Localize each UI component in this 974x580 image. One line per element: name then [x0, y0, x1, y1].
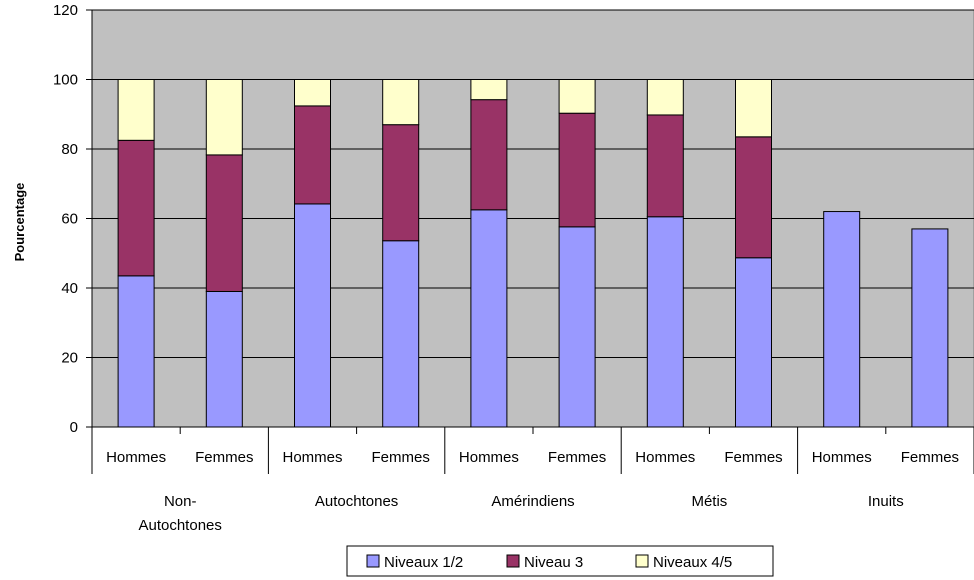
bar-niveau-3-5	[558, 112, 596, 228]
bar-niveaux-1-2-3	[382, 240, 420, 428]
bar-niveaux-1-2-0	[117, 275, 155, 428]
bar-niveaux-1-2-6	[646, 216, 684, 428]
bar-niveau-3-0	[117, 139, 155, 277]
x-group-label-line: Non-	[164, 493, 197, 510]
bar-niveaux-4-5-0	[117, 79, 155, 141]
bar-niveaux-4-5-6	[646, 79, 684, 116]
legend-label: Niveaux 4/5	[653, 554, 732, 571]
legend-swatch	[366, 554, 380, 568]
bar-niveaux-4-5-1	[205, 79, 243, 156]
bar-niveaux-1-2-2	[294, 203, 331, 428]
y-tick-label: 20	[61, 350, 78, 367]
bar-niveaux-4-5-7	[735, 79, 772, 138]
x-group-label: Métis	[691, 493, 727, 510]
x-category-label: Hommes	[635, 449, 695, 466]
x-category-label: Femmes	[195, 449, 253, 466]
x-group-label-line: Métis	[691, 493, 727, 510]
y-axis-label: Pourcentage	[12, 183, 27, 262]
x-category-label: Hommes	[459, 449, 519, 466]
x-category-label: Femmes	[372, 449, 430, 466]
bar-niveau-3-7	[735, 136, 772, 259]
legend-box	[346, 545, 774, 577]
bars	[117, 79, 949, 428]
legend-label: Niveaux 1/2	[384, 554, 463, 571]
bar-niveau-3-2	[294, 105, 331, 205]
axes	[86, 9, 974, 474]
y-tick-labels: 0 20 40 60 80 100 120	[53, 2, 78, 436]
y-tick-label: 100	[53, 72, 78, 89]
legend: Niveaux 1/2 Niveau 3 Niveaux 4/5	[346, 545, 774, 577]
x-category-label: Femmes	[548, 449, 606, 466]
x-category-label: Hommes	[812, 449, 872, 466]
bar-niveau-3-1	[205, 154, 243, 292]
bar-niveaux-1-2-9	[911, 228, 949, 428]
x-category-label: Hommes	[106, 449, 166, 466]
bar-niveau-3-3	[382, 124, 420, 242]
x-category-labels: Hommes Femmes Hommes Femmes Hommes Femmes Homm…	[106, 449, 959, 466]
bar-niveaux-1-2-4	[470, 209, 508, 428]
y-tick-label: 80	[61, 141, 78, 158]
bar-niveaux-1-2-7	[735, 257, 772, 428]
x-group-label: Inuits	[868, 493, 904, 510]
x-group-label-line: Autochtones	[315, 493, 398, 510]
y-tick-label: 60	[61, 211, 78, 228]
x-category-label: Femmes	[901, 449, 959, 466]
x-group-label-line: Inuits	[868, 493, 904, 510]
bar-niveau-3-4	[470, 99, 508, 211]
legend-label: Niveau 3	[524, 554, 583, 571]
x-group-label-line: Amérindiens	[491, 493, 574, 510]
bar-niveau-3-6	[646, 114, 684, 218]
x-group-label: Non- Autochtones	[138, 493, 221, 534]
x-group-labels: Non- Autochtones Autochtones Amérindiens Mét…	[138, 493, 903, 534]
y-tick-label: 120	[53, 2, 78, 19]
legend-swatch	[506, 554, 520, 568]
x-group-label: Autochtones	[315, 493, 398, 510]
bar-niveaux-1-2-5	[558, 226, 596, 428]
bar-niveaux-4-5-2	[294, 79, 331, 107]
x-group-label: Amérindiens	[491, 493, 574, 510]
bar-niveaux-4-5-5	[558, 79, 596, 114]
bar-niveaux-4-5-3	[382, 79, 420, 126]
bar-niveaux-1-2-1	[205, 290, 243, 428]
legend-swatch	[635, 554, 649, 568]
x-category-label: Hommes	[282, 449, 342, 466]
y-tick-label: 40	[61, 280, 78, 297]
bar-niveaux-4-5-4	[470, 79, 508, 101]
x-group-label-line: Autochtones	[138, 517, 221, 534]
y-tick-label: 0	[70, 419, 78, 436]
x-category-label: Femmes	[724, 449, 782, 466]
bar-niveaux-1-2-8	[823, 211, 861, 428]
